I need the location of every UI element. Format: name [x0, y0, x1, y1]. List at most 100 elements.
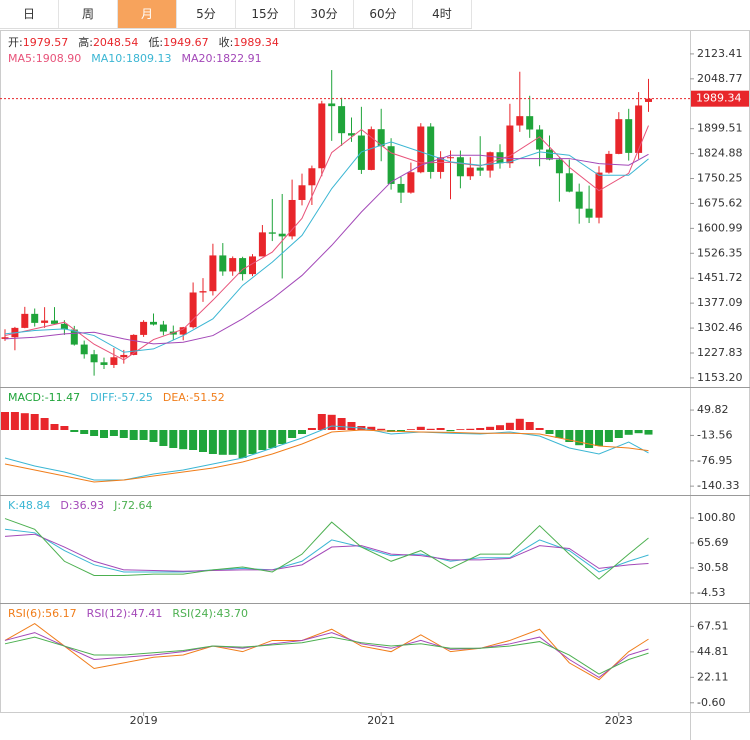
candle-body: [288, 199, 296, 237]
macd-bar: [476, 428, 485, 430]
period-tab[interactable]: 周: [59, 0, 118, 28]
y-tick-label: -4.53: [697, 586, 725, 599]
x-tick-label: 2023: [605, 714, 633, 727]
candle-body: [199, 291, 207, 293]
macd-bar: [406, 429, 415, 430]
legend-item: MACD:-11.47: [8, 391, 80, 404]
macd-bar: [159, 430, 168, 446]
legend-item: K:48.84: [8, 499, 50, 512]
macd-bar: [377, 428, 386, 430]
candle-body: [615, 119, 623, 154]
period-tab[interactable]: 日: [0, 0, 59, 28]
y-tick-label: 44.81: [697, 645, 729, 658]
indicator-line: [4, 632, 649, 679]
macd-bar: [525, 422, 534, 430]
legend-label: 高:: [78, 35, 93, 49]
candle-body: [338, 106, 346, 134]
macd-bar: [466, 428, 475, 430]
macd-bar: [307, 428, 316, 430]
candle-body: [298, 185, 306, 200]
legend-value: 1989.34: [233, 36, 279, 49]
candle-body: [179, 327, 187, 335]
y-tick-label: 67.51: [697, 619, 729, 632]
legend-label: DEA:: [163, 391, 189, 404]
legend-item: 低:1949.67: [148, 36, 208, 49]
legend-value: 48.84: [19, 499, 51, 512]
period-tab[interactable]: 60分: [354, 0, 413, 28]
legend-label: J:: [113, 499, 121, 512]
macd-bar: [40, 418, 49, 430]
macd-bar: [644, 430, 653, 435]
period-tab[interactable]: 4时: [413, 0, 472, 28]
macd-bar: [258, 430, 267, 450]
y-tick-label: 1899.51: [697, 122, 743, 135]
candle-body: [110, 357, 118, 365]
legend-label: 收:: [219, 35, 234, 49]
period-tab[interactable]: 月: [118, 0, 177, 28]
macd-bar: [100, 430, 108, 438]
y-tick-label: 1451.72: [697, 271, 743, 284]
legend-item: RSI(6):56.17: [8, 607, 77, 620]
legend-label: D:: [60, 499, 72, 512]
macd-bar: [70, 430, 79, 432]
macd-bar: [1, 412, 9, 430]
y-tick-label: -140.33: [697, 479, 739, 492]
macd-bar: [109, 430, 118, 436]
y-tick-label: 1377.09: [697, 296, 743, 309]
y-tick-label: 100.80: [697, 511, 736, 524]
period-tab[interactable]: 15分: [236, 0, 295, 28]
macd-bar: [545, 430, 554, 434]
candle-body: [239, 258, 247, 275]
macd-bar: [614, 430, 623, 438]
indicator-line: [4, 518, 649, 580]
macd-bar: [416, 426, 425, 430]
legend-label: RSI(12):: [87, 607, 131, 620]
y-tick-label: 1824.88: [697, 147, 743, 160]
candle-body: [308, 168, 316, 186]
candle-body: [229, 258, 237, 272]
y-tick-label: 1302.46: [697, 321, 743, 334]
macd-bar: [149, 430, 158, 442]
legend-value: 56.17: [45, 607, 77, 620]
candle-body: [546, 149, 553, 160]
candle-body: [268, 232, 276, 234]
candle-body: [536, 129, 544, 150]
candle-body: [417, 126, 425, 173]
candle-body: [506, 125, 514, 164]
legend-label: MA20:: [181, 52, 216, 65]
legend-label: RSI(6):: [8, 607, 45, 620]
candle-body: [150, 321, 157, 325]
candle-body: [605, 153, 613, 173]
candle-body: [645, 98, 652, 102]
y-tick-label: 1600.99: [697, 221, 743, 234]
candle-body: [585, 208, 593, 218]
legend-label: 低:: [148, 36, 163, 49]
candle-body: [1, 337, 9, 339]
legend-item: MA20:1822.91: [181, 52, 261, 65]
macd-bar: [199, 430, 207, 452]
y-tick-label: 1675.62: [697, 196, 743, 209]
legend-value: 1809.13: [126, 52, 172, 65]
legend-value: 2048.54: [93, 36, 139, 49]
period-tab[interactable]: 30分: [295, 0, 354, 28]
macd-bar: [278, 430, 287, 444]
legend-item: D:36.93: [60, 499, 104, 512]
legend-item: 收:1989.34: [219, 35, 279, 49]
macd-bar: [30, 414, 39, 430]
macd-bar: [555, 430, 564, 438]
candle-body: [357, 135, 365, 170]
candle-body: [100, 362, 108, 365]
macd-bar: [604, 430, 613, 442]
macd-bar: [50, 424, 59, 430]
y-tick-label: -0.60: [697, 696, 725, 709]
candle-body: [486, 152, 494, 171]
legend-value: 43.70: [216, 607, 248, 620]
y-tick-label: 2123.41: [697, 47, 743, 60]
candle-body: [387, 146, 395, 184]
legend-item: MA10:1809.13: [91, 52, 171, 65]
candle-body: [31, 313, 39, 323]
legend-label: K:: [8, 499, 19, 512]
macd-bar: [565, 430, 574, 442]
y-tick-label: 22.11: [697, 670, 729, 683]
period-tab[interactable]: 5分: [177, 0, 236, 28]
